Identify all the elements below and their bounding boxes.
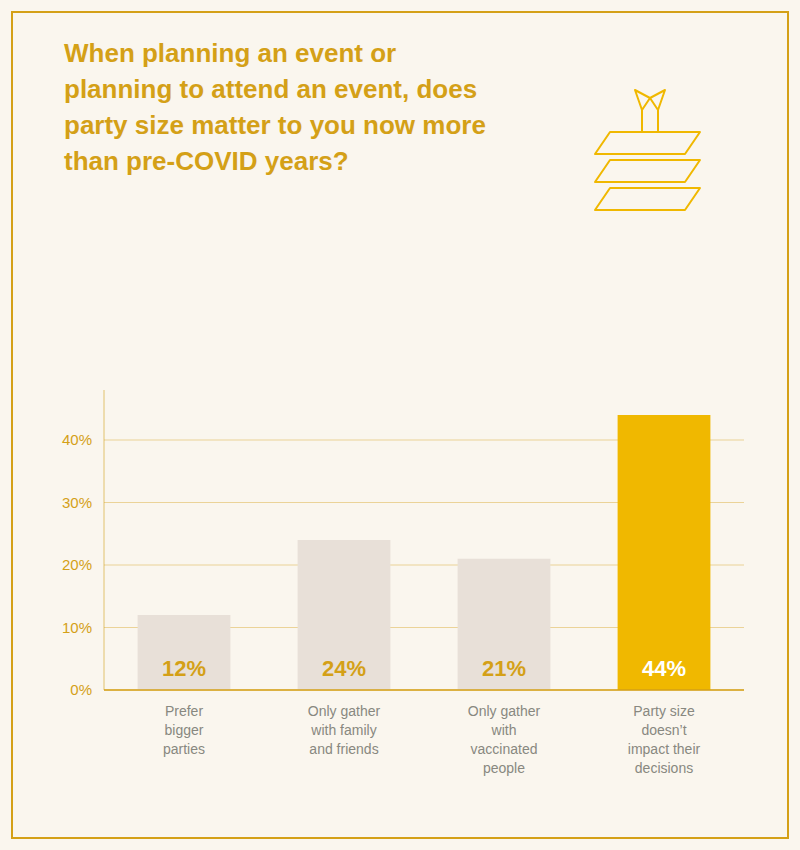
bar — [298, 540, 391, 690]
x-tick-line: vaccinated — [471, 741, 538, 757]
y-tick-label: 10% — [62, 619, 92, 636]
x-tick-line: and friends — [309, 741, 378, 757]
gift-icon — [595, 90, 700, 210]
y-tick-label: 0% — [70, 681, 92, 698]
x-tick-line: with family — [310, 722, 376, 738]
data-label: 44% — [642, 656, 686, 681]
chart-svg: When planning an event or planning to att… — [0, 0, 800, 850]
x-tick-line: Only gather — [468, 703, 541, 719]
y-tick-label: 20% — [62, 556, 92, 573]
icon-card — [595, 160, 700, 182]
y-tick-label: 30% — [62, 494, 92, 511]
x-tick-label: Only gather with family and friends — [308, 703, 381, 757]
grid-line — [104, 690, 744, 691]
x-tick-line: with — [491, 722, 517, 738]
y-axis-line — [104, 390, 105, 690]
x-tick-line: Only gather — [308, 703, 381, 719]
chart-container: When planning an event or planning to att… — [0, 0, 800, 850]
data-label: 21% — [482, 656, 526, 681]
x-tick-label: Party size doesn’t impact their decisions — [628, 703, 701, 776]
y-tick-label: 40% — [62, 431, 92, 448]
icon-ribbon — [635, 90, 665, 132]
bar — [618, 415, 711, 690]
x-tick-line: decisions — [635, 760, 693, 776]
icon-card — [595, 188, 700, 210]
x-tick-line: Party size — [633, 703, 695, 719]
title-line: planning to attend an event, does — [64, 74, 477, 104]
border — [12, 12, 788, 838]
x-tick-line: Prefer — [165, 703, 203, 719]
x-tick-line: doesn’t — [641, 722, 686, 738]
x-tick-line: impact their — [628, 741, 701, 757]
background — [0, 0, 800, 850]
title: When planning an event or planning to att… — [64, 38, 486, 176]
data-label: 24% — [322, 656, 366, 681]
x-tick-line: bigger — [165, 722, 204, 738]
bar — [138, 615, 231, 690]
title-line: party size matter to you now more — [64, 110, 486, 140]
x-tick-line: parties — [163, 741, 205, 757]
x-tick-label: Only gather with vaccinated people — [468, 703, 541, 776]
title-line: than pre-COVID years? — [64, 146, 349, 176]
bars — [138, 415, 711, 690]
icon-card — [595, 132, 700, 154]
title-line: When planning an event or — [64, 38, 396, 68]
x-tick-label: Prefer bigger parties — [163, 703, 205, 757]
x-tick-line: people — [483, 760, 525, 776]
data-label: 12% — [162, 656, 206, 681]
bar — [458, 559, 551, 690]
x-axis-line — [104, 689, 744, 691]
